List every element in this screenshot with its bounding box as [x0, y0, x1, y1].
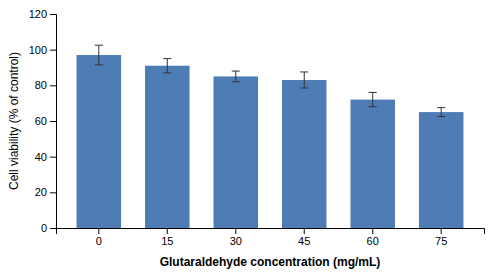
plot-area: 0 15 30 45 60 75 0 20 40 60 80 100 120 [29, 8, 485, 247]
y-tick: 0 [41, 222, 56, 234]
x-tick-label: 45 [298, 235, 310, 247]
y-tick: 120 [29, 8, 56, 20]
x-tick: 75 [435, 228, 447, 247]
x-tick-mark [372, 228, 373, 234]
error-bar-cap [437, 107, 445, 108]
x-tick: 60 [367, 228, 379, 247]
bar [145, 66, 190, 228]
bar [282, 80, 327, 228]
error-bar-stem [372, 92, 373, 106]
error-bar [369, 92, 377, 106]
error-bar-stem [167, 59, 168, 73]
y-tick-label: 20 [35, 186, 47, 198]
error-bar-cap [232, 71, 240, 72]
y-tick-label: 100 [29, 44, 47, 56]
y-tick: 100 [29, 44, 56, 56]
error-bar [163, 59, 171, 73]
error-bar-cap [232, 81, 240, 82]
error-bar-stem [235, 71, 236, 82]
y-tick: 20 [35, 186, 56, 198]
x-tick-label: 15 [161, 235, 173, 247]
y-axis-line [50, 15, 57, 229]
y-tick: 60 [35, 115, 56, 127]
error-bar-cap [437, 116, 445, 117]
error-bar-cap [300, 71, 308, 72]
y-tick-label: 120 [29, 8, 47, 20]
x-tick-mark [441, 228, 442, 234]
y-tick-mark [50, 85, 56, 86]
x-tick-mark [98, 228, 99, 234]
error-bar-cap [369, 92, 377, 93]
x-axis: 0 15 30 45 60 75 [57, 228, 485, 247]
bar [214, 76, 259, 228]
x-tick-label: 0 [96, 235, 102, 247]
y-tick-mark [50, 228, 56, 229]
error-bar-stem [441, 108, 442, 117]
error-bar [300, 72, 308, 88]
y-tick-label: 60 [35, 115, 47, 127]
y-tick-mark [50, 121, 56, 122]
error-bar [437, 108, 445, 117]
y-axis-title: Cell viability (% of control) [7, 52, 21, 190]
x-axis-line [57, 229, 485, 235]
x-tick-mark [235, 228, 236, 234]
error-bar-cap [163, 58, 171, 59]
y-tick-mark [50, 157, 56, 158]
chart-container: 0 15 30 45 60 75 0 20 40 60 80 100 120 Glutaraldehyde… [0, 0, 500, 274]
x-tick-mark [167, 228, 168, 234]
x-tick: 45 [298, 228, 310, 247]
error-bar-cap [95, 64, 103, 65]
y-tick: 40 [35, 151, 56, 163]
marks [77, 45, 464, 228]
bar [77, 55, 122, 228]
x-tick-label: 75 [435, 235, 447, 247]
x-tick: 30 [230, 228, 242, 247]
error-bar-stem [304, 72, 305, 88]
x-tick-label: 60 [367, 235, 379, 247]
y-tick-label: 40 [35, 151, 47, 163]
error-bar-cap [369, 106, 377, 107]
x-tick-mark [304, 228, 305, 234]
y-tick-mark [50, 192, 56, 193]
x-tick: 15 [161, 228, 173, 247]
x-axis-title: Glutaraldehyde concentration (mg/mL) [160, 255, 381, 269]
error-bar [95, 45, 103, 65]
y-tick-mark [50, 14, 56, 15]
y-tick-label: 80 [35, 79, 47, 91]
y-tick-mark [50, 50, 56, 51]
y-tick: 80 [35, 79, 56, 91]
y-axis: 0 20 40 60 80 100 120 [29, 8, 57, 234]
error-bar-cap [300, 88, 308, 89]
x-tick: 0 [96, 228, 102, 247]
bar [350, 100, 395, 228]
error-bar-cap [163, 72, 171, 73]
error-bar-stem [98, 45, 99, 65]
chart-svg: 0 15 30 45 60 75 0 20 40 60 80 100 120 Glutaraldehyde… [0, 0, 500, 274]
x-tick-label: 30 [230, 235, 242, 247]
bar [419, 112, 464, 228]
error-bar [232, 71, 240, 82]
y-tick-label: 0 [41, 222, 47, 234]
error-bar-cap [95, 45, 103, 46]
